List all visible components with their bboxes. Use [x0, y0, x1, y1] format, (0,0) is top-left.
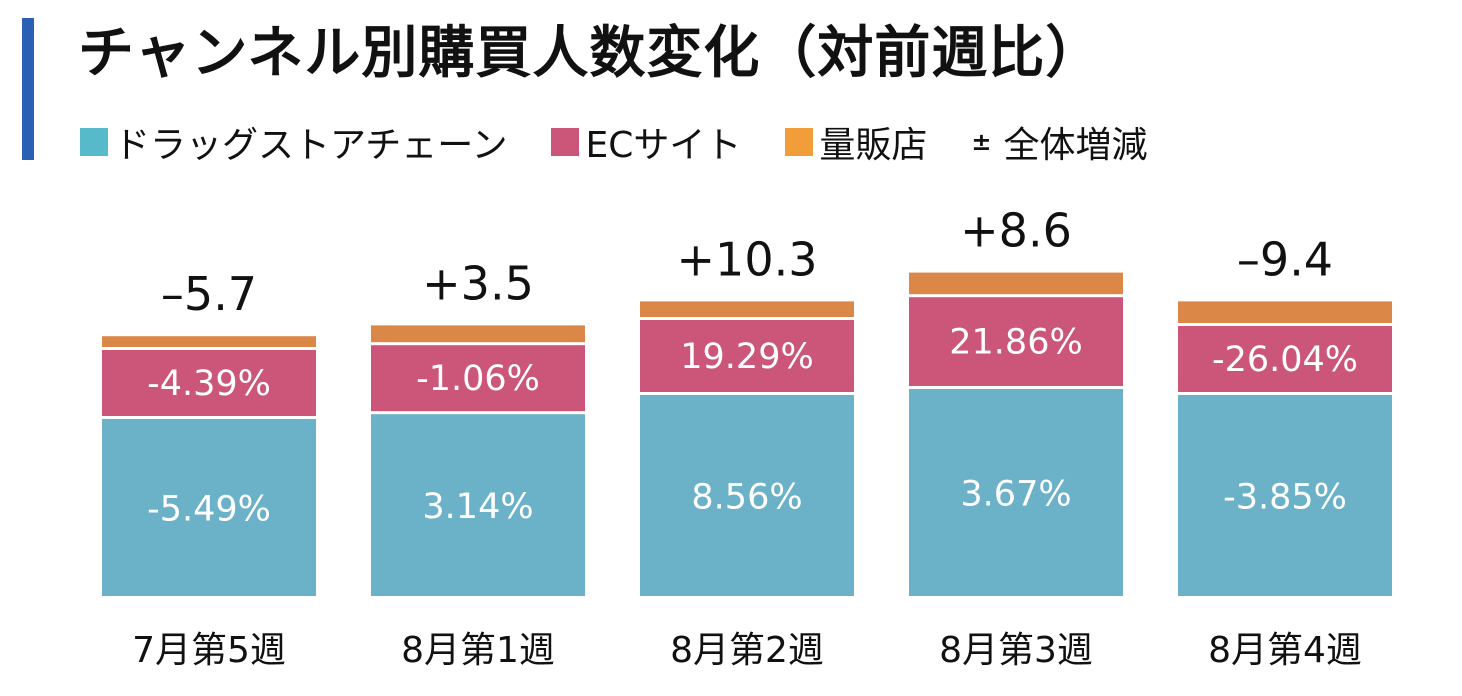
legend-label-total: 全体増減	[1003, 125, 1148, 166]
legend-label-mass: 量販店	[819, 125, 928, 166]
total-change-label: +10.3	[677, 232, 818, 286]
category-label: 8月第2週	[670, 630, 824, 671]
category-label: 7月第5週	[132, 630, 286, 671]
chart-title: チャンネル別購買人数変化（対前週比）	[78, 21, 1103, 86]
legend-swatch-mass	[785, 128, 814, 156]
legend-item-total: ± 全体増減	[971, 116, 1147, 168]
data-label-ec: 21.86%	[949, 323, 1082, 363]
data-label-drugstore: 3.67%	[960, 475, 1071, 515]
category-label: 8月第4週	[1208, 630, 1362, 671]
legend-swatch-drugstore	[80, 128, 108, 156]
total-change-label: +3.5	[422, 256, 534, 310]
legend-item-ec: ECサイト	[551, 116, 741, 168]
category-label: 8月第1週	[401, 630, 555, 671]
data-label-ec: -4.39%	[147, 364, 271, 404]
legend-total-symbol: ±	[971, 128, 992, 156]
data-label-ec: -1.06%	[416, 359, 540, 399]
legend-swatch-ec	[551, 128, 580, 156]
bar-segment-drugstore	[102, 419, 316, 596]
bar-segment-mass	[371, 325, 585, 343]
bar-segment-ec	[1178, 326, 1392, 392]
legend-item-drugstore: ドラッグストアチェーン	[80, 116, 507, 168]
legend: ドラッグストアチェーン ECサイト 量販店 ± 全体増減	[80, 116, 1148, 168]
bar-segment-drugstore	[371, 414, 585, 596]
bar-segment-ec	[371, 345, 585, 412]
bar-segment-mass	[640, 301, 854, 317]
total-change-label: +8.6	[960, 204, 1072, 258]
bar-segment-drugstore	[909, 389, 1123, 596]
bar-segment-mass	[102, 336, 316, 347]
legend-label-ec: ECサイト	[585, 125, 742, 166]
legend-item-mass: 量販店	[785, 116, 927, 168]
data-label-drugstore: 8.56%	[691, 478, 802, 518]
category-label: 8月第3週	[939, 630, 1093, 671]
data-label-drugstore: -3.85%	[1223, 478, 1347, 518]
data-label-ec: 19.29%	[680, 337, 813, 377]
total-change-label: –5.7	[161, 267, 257, 321]
bar-segment-mass	[1178, 301, 1392, 323]
total-change-label: –9.4	[1237, 232, 1333, 286]
bar-segment-ec	[102, 350, 316, 416]
data-label-drugstore: 3.14%	[422, 487, 533, 527]
bar-segment-ec	[909, 297, 1123, 386]
title-accent-bar	[22, 18, 34, 160]
data-label-ec: -26.04%	[1212, 340, 1358, 380]
bar-segment-ec	[640, 320, 854, 392]
bar-segment-mass	[909, 272, 1123, 295]
legend-label-drugstore: ドラッグストアチェーン	[114, 125, 508, 166]
bar-segment-drugstore	[1178, 395, 1392, 596]
bar-segment-drugstore	[640, 395, 854, 596]
data-label-drugstore: -5.49%	[147, 490, 271, 530]
